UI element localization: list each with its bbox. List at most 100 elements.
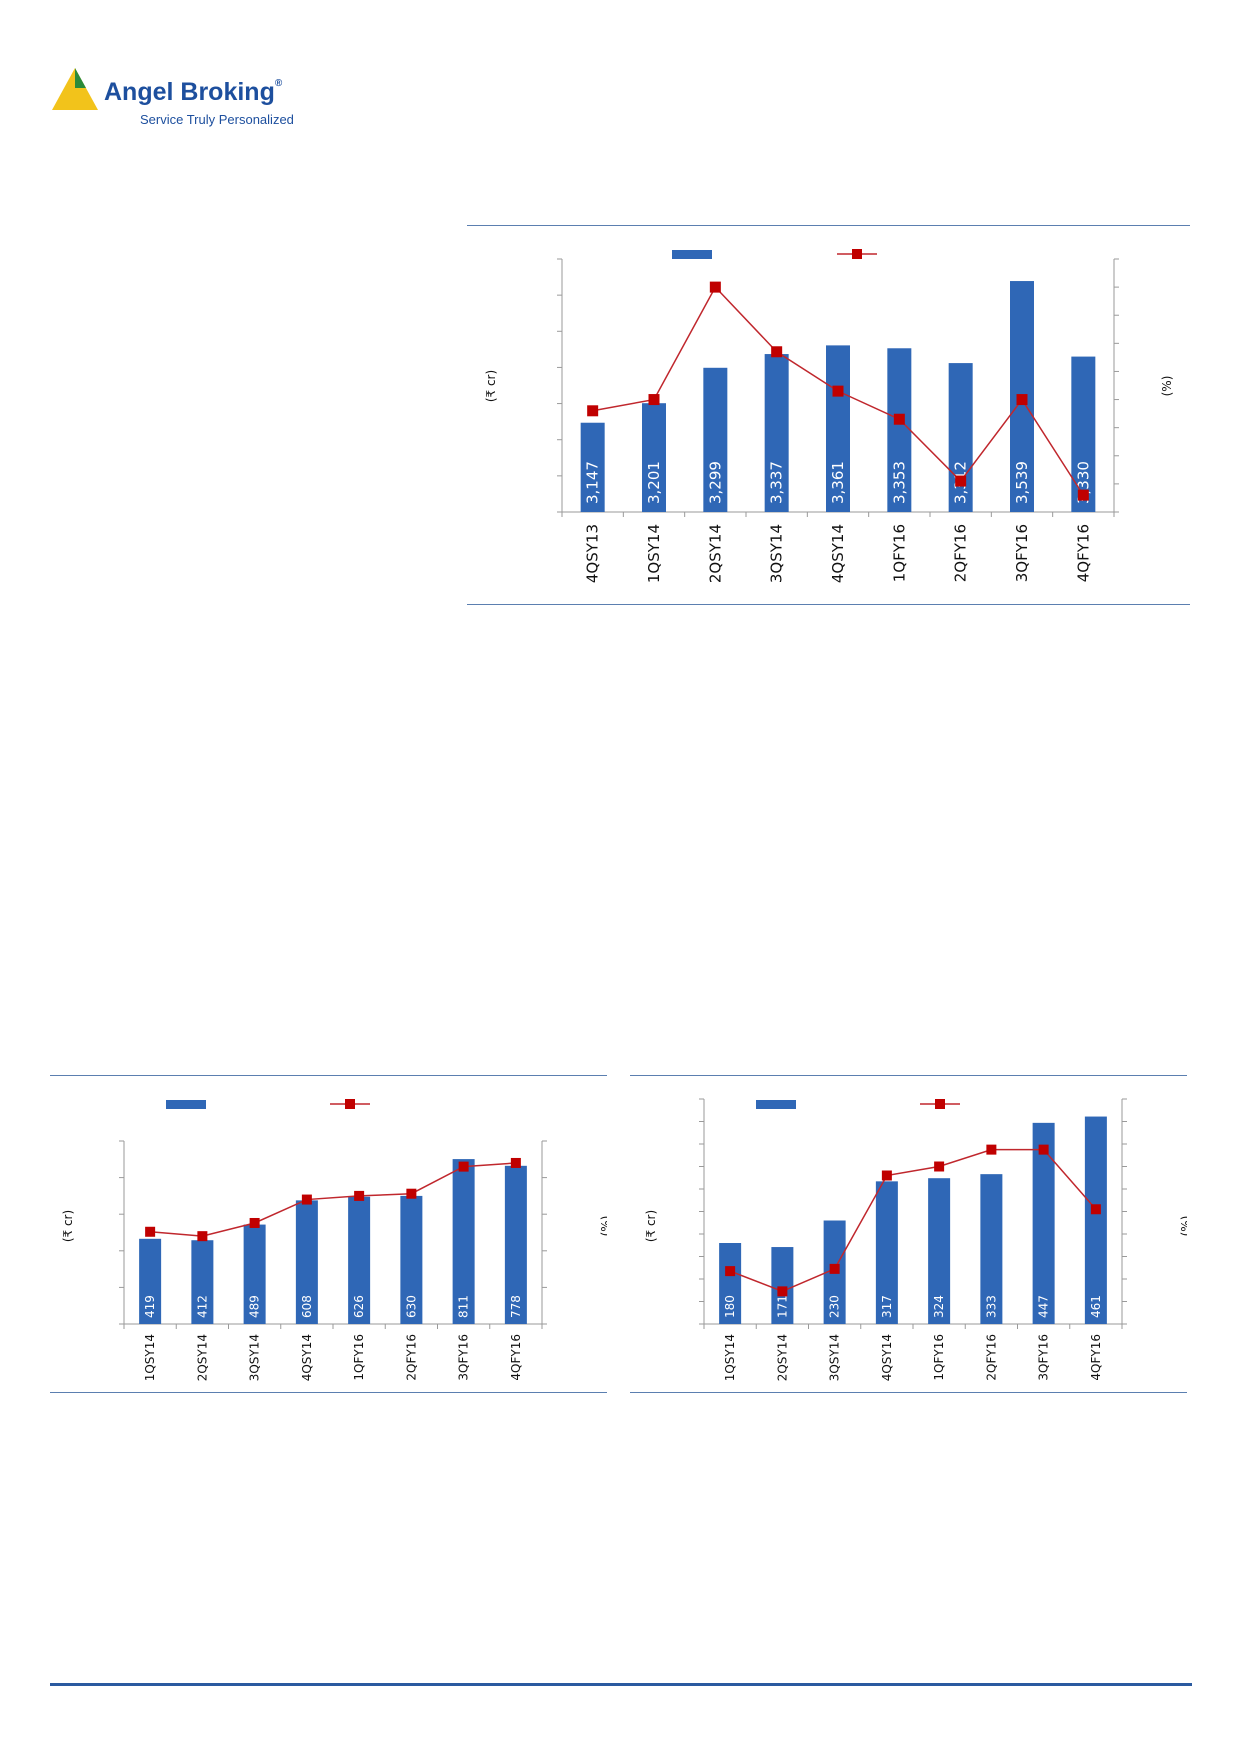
chart2-bottom-rule	[50, 1392, 607, 1393]
bar-value-label: 3,353	[890, 461, 908, 504]
bar	[1071, 356, 1096, 512]
x-tick-label: 2QSY14	[706, 524, 724, 583]
line-marker	[249, 1217, 260, 1228]
x-tick-label: 3QSY14	[828, 1334, 842, 1381]
line-marker	[1016, 394, 1028, 406]
bar	[1084, 1116, 1107, 1324]
x-tick-label: 3QFY16	[1037, 1334, 1051, 1381]
chart-2: 419 412 489 608 626 630 811 778 1QSY14 2QSY14 3QSY…	[61, 1099, 607, 1381]
x-tick-label: 4QSY14	[880, 1334, 894, 1381]
bar-value-label: 811	[457, 1295, 471, 1318]
y-axis-title: (₹ cr)	[484, 370, 498, 402]
y2-axis-title: (%)	[1160, 376, 1174, 397]
bar	[771, 1247, 794, 1324]
line-marker	[832, 385, 844, 397]
bar-value-label: 3,361	[829, 461, 847, 504]
y2-axis-title: (%)	[1179, 1216, 1187, 1237]
x-tick-label: 3QFY16	[1013, 524, 1031, 582]
line-marker	[881, 1170, 892, 1181]
logo-triangle-base	[52, 68, 98, 110]
x-tick-label: 3QFY16	[457, 1334, 471, 1381]
line-marker	[587, 405, 599, 417]
x-tick-label: 4QFY16	[509, 1334, 523, 1381]
x-tick-label: 1QSY14	[645, 524, 663, 583]
x-tick-label: 1QFY16	[352, 1334, 366, 1381]
bar	[948, 363, 973, 512]
line-marker	[1077, 489, 1089, 501]
line-marker	[354, 1190, 365, 1201]
line-marker	[709, 281, 721, 293]
bar	[580, 422, 605, 512]
bar-value-label: 317	[880, 1295, 894, 1318]
y-axis-title: (₹ cr)	[61, 1210, 75, 1242]
line-marker	[406, 1188, 417, 1199]
footer-rule	[50, 1683, 1192, 1686]
line-marker	[986, 1144, 997, 1155]
brand-reg-mark: ®	[274, 78, 283, 89]
chart-3: 180 171 230 317 324 333 447 461 1QSY14 2QSY14 3QSY…	[644, 1098, 1187, 1381]
bar-value-label: 180	[723, 1295, 737, 1318]
line-marker	[955, 475, 967, 487]
bar	[139, 1238, 162, 1324]
legend-marker-swatch	[345, 1099, 355, 1109]
bar	[642, 403, 666, 512]
bar-value-label: 230	[828, 1295, 842, 1318]
brand-logo: Angel Broking® Service Truly Personalize…	[50, 60, 330, 140]
brand-name: Angel Broking®	[104, 78, 282, 107]
bar-value-label: 3,299	[706, 461, 724, 504]
logo-triangle-accent	[75, 68, 86, 88]
x-tick-label: 1QFY16	[890, 524, 908, 582]
bar-value-label: 608	[300, 1295, 314, 1318]
bar	[243, 1224, 266, 1324]
line-marker	[1038, 1144, 1049, 1155]
legend-bar-swatch	[756, 1100, 796, 1109]
legend-bar-swatch	[672, 250, 712, 259]
line-marker	[458, 1161, 469, 1172]
bar	[887, 348, 912, 512]
bar-value-label: 447	[1037, 1295, 1051, 1318]
series-line	[150, 1162, 516, 1237]
bar-value-label: 419	[143, 1295, 157, 1318]
bar	[928, 1178, 951, 1324]
x-tick-label: 2QFY16	[404, 1334, 418, 1381]
line-marker	[145, 1226, 156, 1237]
bar-value-label: 324	[932, 1295, 946, 1318]
line-marker	[725, 1266, 736, 1277]
brand-tagline: Service Truly Personalized	[140, 112, 294, 127]
bar	[191, 1240, 214, 1324]
line-marker	[771, 346, 783, 358]
line-marker	[934, 1161, 945, 1172]
chart2-top-rule	[50, 1075, 607, 1076]
chart-1: 3,1473,2013,2993,3373,3613,3533,3123,539…	[484, 249, 1174, 583]
bar-value-label: 3,539	[1013, 461, 1031, 504]
x-tick-label: 2QSY14	[775, 1334, 789, 1381]
y2-axis-title: (%)	[599, 1216, 607, 1237]
x-tick-label: 4QFY16	[1089, 1334, 1103, 1381]
bar-value-label: 333	[984, 1295, 998, 1318]
x-tick-label: 1QSY14	[723, 1334, 737, 1381]
bar	[400, 1195, 423, 1324]
bar	[703, 367, 728, 512]
chart1-top-rule	[467, 225, 1190, 226]
x-tick-label: 4QFY16	[1074, 524, 1092, 582]
bar	[764, 354, 789, 512]
x-tick-label: 4QSY14	[829, 524, 847, 583]
line-marker	[197, 1231, 208, 1242]
line-marker	[1090, 1204, 1101, 1215]
line-marker	[648, 394, 660, 406]
bar	[295, 1200, 318, 1324]
legend-marker-swatch	[935, 1099, 945, 1109]
legend-marker-swatch	[852, 249, 862, 259]
x-tick-label: 2QSY14	[195, 1334, 209, 1381]
bar-value-label: 489	[248, 1295, 262, 1318]
bar-value-label: 778	[509, 1295, 523, 1318]
bar	[452, 1159, 475, 1324]
x-tick-label: 3QSY14	[248, 1334, 262, 1381]
y-axis-title: (₹ cr)	[644, 1210, 658, 1242]
bar-value-label: 626	[352, 1295, 366, 1318]
bar	[875, 1181, 898, 1324]
x-tick-label: 2QFY16	[984, 1334, 998, 1381]
bar	[348, 1196, 371, 1324]
x-tick-label: 1QFY16	[932, 1334, 946, 1381]
brand-name-text: Angel Broking	[104, 78, 275, 106]
